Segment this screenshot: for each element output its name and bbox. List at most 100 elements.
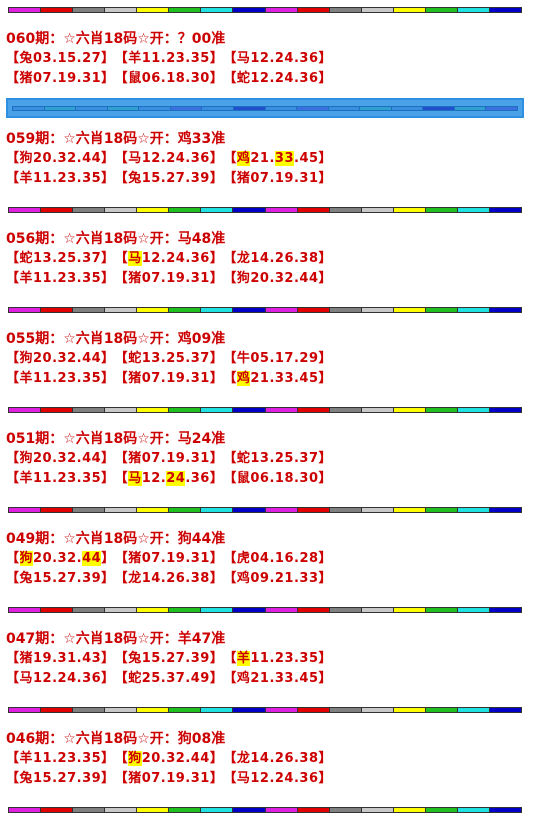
band-segment: [76, 107, 108, 110]
color-stripe: [8, 607, 522, 613]
stripe-segment: [297, 208, 330, 212]
prediction-row: 【蛇13.25.37】【马12.24.36】【龙14.26.38】: [6, 249, 332, 269]
zodiac-text: 牛05.17.29】: [236, 351, 333, 366]
zodiac-text: 【: [114, 751, 129, 766]
zodiac-group: 【鼠06.18.30】: [223, 469, 332, 489]
stripe-segment: [105, 8, 138, 12]
zodiac-group: 【狗20.32.44】: [6, 149, 115, 169]
stripe-segment: [329, 308, 362, 312]
zodiac-text: 兔15.27.39】: [19, 771, 115, 786]
stripe-segment: [489, 8, 521, 12]
prediction-row: 【羊11.23.35】【兔15.27.39】【猪07.19.31】: [6, 169, 332, 189]
hit-highlight: 狗: [19, 551, 34, 566]
period-title: 051期：☆六肖18码☆开：马24准: [6, 431, 226, 447]
stripe-segment: [233, 408, 266, 412]
stripe-segment: [9, 508, 42, 512]
zodiac-text: 【: [6, 271, 20, 286]
zodiac-group: 【狗20.32.44】: [223, 269, 332, 289]
band-segment: [265, 107, 298, 110]
zodiac-group: 【马12.24.36】: [223, 769, 332, 789]
stripe-segment: [9, 808, 42, 812]
zodiac-group: 【羊11.23.35】: [6, 469, 115, 489]
stripe-segment: [201, 308, 234, 312]
stripe-segment: [361, 508, 394, 512]
zodiac-text: 猪07.19.31】: [128, 451, 224, 466]
stripe-segment: [105, 308, 138, 312]
stripe-segment: [233, 208, 266, 212]
zodiac-text: 【: [223, 451, 237, 466]
zodiac-text: 羊11.23.35】: [19, 171, 115, 186]
zodiac-group: 【鸡09.21.33】: [223, 569, 332, 589]
stripe-segment: [361, 708, 394, 712]
stripe-segment: [297, 508, 330, 512]
stripe-segment: [489, 708, 521, 712]
stripe-segment: [489, 208, 521, 212]
zodiac-text: 狗20.32.44】: [19, 351, 115, 366]
stripe-segment: [137, 808, 170, 812]
color-stripe: [8, 707, 522, 713]
stripe-segment: [73, 208, 106, 212]
stripe-segment: [169, 808, 202, 812]
zodiac-group: 【兔15.27.39】: [6, 769, 115, 789]
zodiac-text: 12.: [141, 471, 167, 486]
stripe-segment: [9, 308, 42, 312]
stripe-segment: [329, 508, 362, 512]
band-segment: [360, 107, 392, 110]
zodiac-group: 【马12.24.36】: [6, 669, 115, 689]
zodiac-text: 【: [223, 171, 237, 186]
period-title: 055期：☆六肖18码☆开：鸡09准: [6, 331, 226, 347]
zodiac-text: 猪07.19.31】: [128, 371, 224, 386]
zodiac-text: 羊11.23.35】: [19, 371, 115, 386]
zodiac-text: 【: [6, 451, 20, 466]
stripe-segment: [9, 608, 42, 612]
stripe-segment: [329, 8, 362, 12]
period-block: 055期：☆六肖18码☆开：鸡09准 【狗20.32.44】【蛇13.25.37】…: [6, 329, 332, 389]
hit-highlight: 羊: [236, 651, 251, 666]
zodiac-group: 【猪07.19.31】: [6, 69, 115, 89]
band-segment: [44, 107, 77, 110]
stripe-segment: [73, 808, 106, 812]
zodiac-text: 蛇13.25.37】: [236, 451, 333, 466]
zodiac-text: 鸡09.21.33】: [236, 571, 333, 586]
stripe-segment: [457, 808, 490, 812]
period-title: 056期：☆六肖18码☆开：马48准: [6, 231, 226, 247]
stripe-segment: [137, 708, 170, 712]
zodiac-text: 【: [6, 371, 20, 386]
stripe-segment: [425, 708, 458, 712]
zodiac-text: 龙14.26.38】: [236, 751, 333, 766]
stripe-segment: [457, 308, 490, 312]
period-title: 060期：☆六肖18码☆开：？00准: [6, 31, 226, 47]
stripe-segment: [73, 608, 106, 612]
zodiac-group: 【鸡21.33.45】: [223, 369, 332, 389]
zodiac-text: 【: [223, 51, 237, 66]
stripe-segment: [169, 408, 202, 412]
stripe-segment: [41, 308, 74, 312]
stripe-segment: [457, 408, 490, 412]
stripe-segment: [393, 508, 426, 512]
zodiac-group: 【马12.24.36】: [115, 469, 224, 489]
stripe-segment: [137, 408, 170, 412]
stripe-segment: [297, 308, 330, 312]
stripe-segment: [425, 308, 458, 312]
zodiac-text: 【: [114, 471, 129, 486]
stripe-segment: [201, 708, 234, 712]
zodiac-group: 【猪07.19.31】: [115, 769, 224, 789]
zodiac-text: 20.32.44】: [141, 751, 224, 766]
stripe-segment: [137, 8, 170, 12]
hit-highlight: 狗: [128, 751, 142, 766]
band-segment: [107, 107, 140, 110]
stripe-segment: [169, 8, 202, 12]
stripe-segment: [425, 608, 458, 612]
zodiac-text: 12.24.36】: [141, 251, 224, 266]
zodiac-text: 【: [114, 271, 129, 286]
hit-highlight: 24: [166, 471, 186, 486]
stripe-segment: [169, 208, 202, 212]
zodiac-text: 鸡21.33.45】: [236, 671, 333, 686]
zodiac-group: 【兔03.15.27】: [6, 49, 115, 69]
zodiac-text: 【: [223, 751, 237, 766]
stripe-segment: [425, 8, 458, 12]
stripe-segment: [457, 208, 490, 212]
stripe-segment: [329, 808, 362, 812]
zodiac-text: 【: [6, 71, 20, 86]
